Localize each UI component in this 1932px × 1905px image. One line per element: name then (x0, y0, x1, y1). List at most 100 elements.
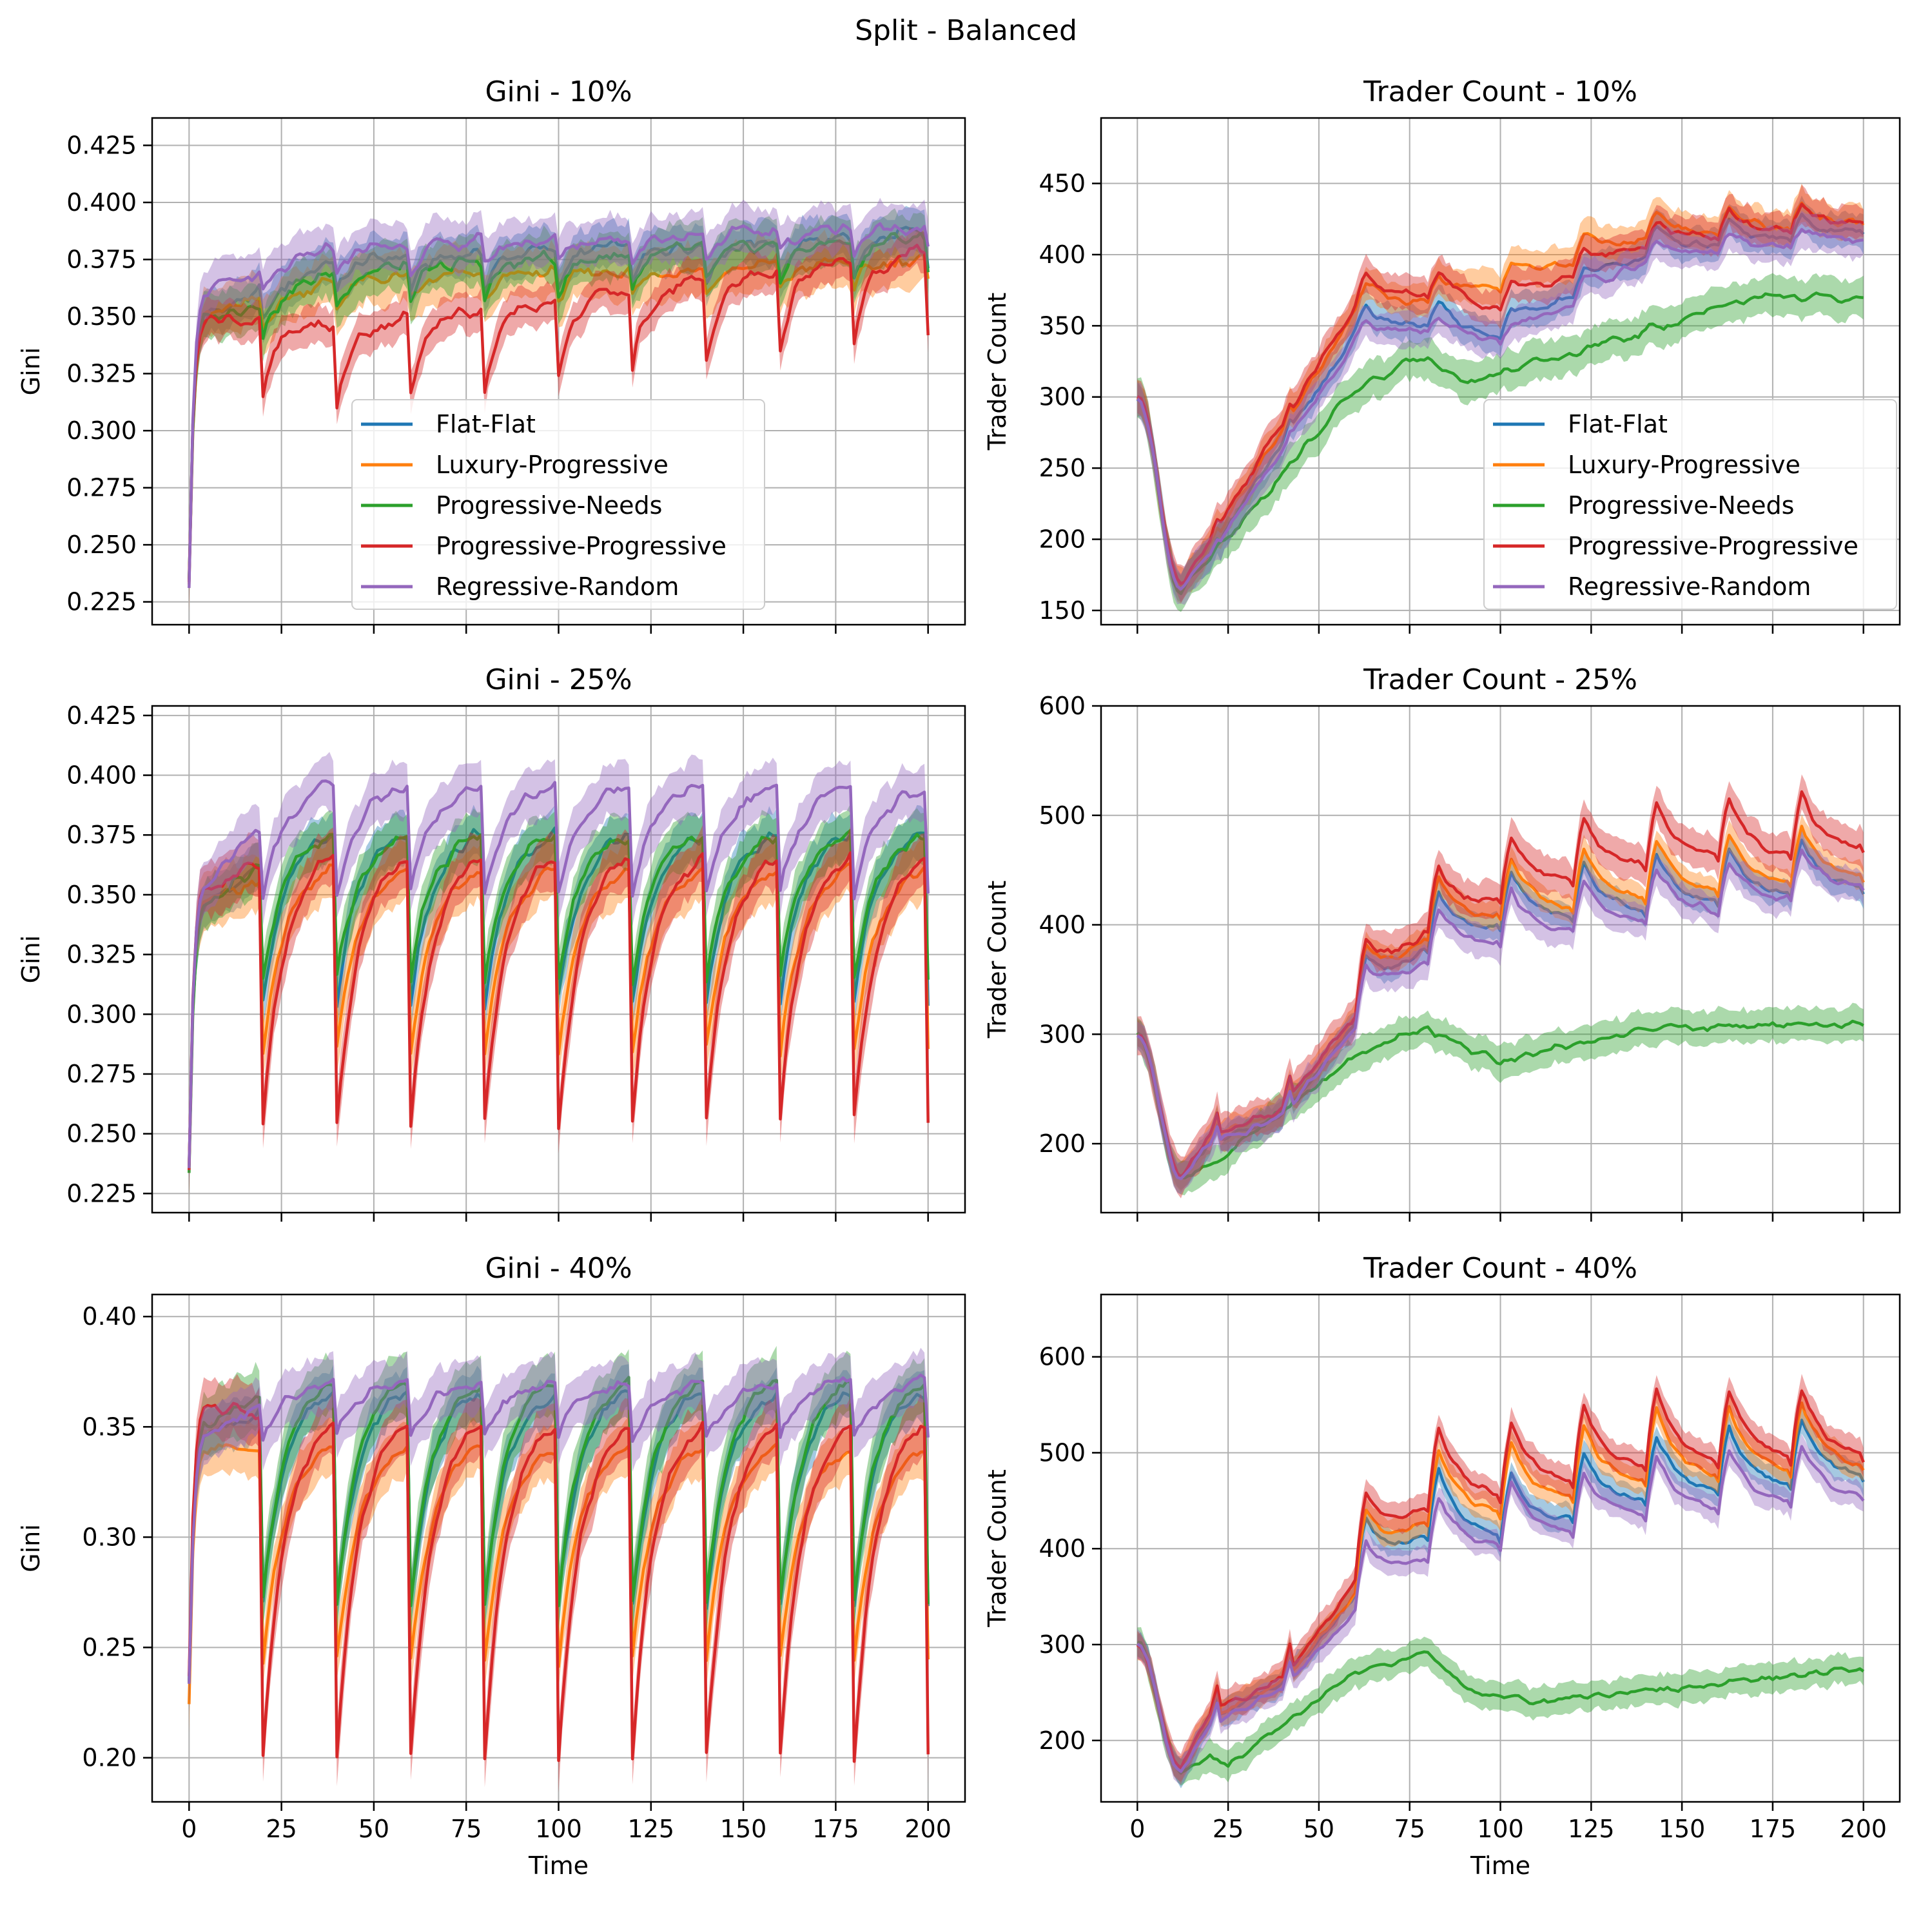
x-tick-label: 150 (1659, 1815, 1706, 1843)
series-line (1137, 1401, 1865, 1772)
series-group (1136, 1374, 1865, 1788)
y-axis-label: Trader Count (983, 881, 1011, 1039)
subplot-title: Trader Count - 10% (1363, 75, 1637, 108)
figure-suptitle: Split - Balanced (855, 14, 1077, 47)
legend-box (351, 399, 765, 610)
subplot-1: 0.225 0.250 0.275 0.300 0.325 0.350 0.375 0.400… (17, 75, 966, 634)
series-line (1137, 838, 1865, 1177)
series-line (188, 1373, 930, 1684)
series-line (1137, 1445, 1865, 1773)
series-line (1136, 1019, 1864, 1180)
x-tick-label: 75 (451, 1815, 482, 1843)
series-band (1137, 1002, 1864, 1196)
series-line (1136, 228, 1864, 591)
y-tick-label: 0.350 (66, 302, 137, 331)
y-axis-label: Gini (17, 1524, 45, 1572)
series-band (1137, 211, 1864, 605)
series-line (188, 244, 930, 583)
y-tick-label: 0.225 (66, 1179, 137, 1207)
subplot-title: Trader Count - 40% (1363, 1252, 1637, 1285)
y-tick-label: 600 (1039, 1343, 1086, 1371)
legend-label: Luxury-Progressive (1568, 451, 1800, 479)
series-line (1136, 848, 1865, 1180)
series-band (189, 227, 928, 602)
series-band (1137, 1627, 1864, 1786)
y-axis-label: Gini (17, 347, 45, 396)
y-tick-label: 500 (1039, 1438, 1086, 1467)
series-group (188, 752, 930, 1199)
y-axis-label: Trader Count (983, 1469, 1011, 1628)
series-line (1137, 202, 1864, 585)
legend-label: Flat-Flat (436, 410, 536, 438)
y-tick-label: 200 (1039, 525, 1086, 554)
series-line (188, 851, 930, 1170)
series-line (1136, 212, 1865, 590)
series-band (189, 803, 928, 1197)
legend-label: Progressive-Needs (1568, 491, 1794, 520)
x-tick-label: 75 (1394, 1815, 1425, 1843)
legend-label: Progressive-Progressive (1568, 532, 1859, 560)
y-tick-label: 0.225 (66, 588, 137, 616)
series-line (1137, 790, 1865, 1179)
legend: Flat-Flat Luxury-Progressive Progressive-N… (1483, 399, 1897, 610)
y-tick-label: 500 (1039, 801, 1086, 830)
subplot-4: 200 300 400 500 600 Trader Count - 25% Trader … (983, 663, 1901, 1222)
y-tick-label: 250 (1039, 454, 1086, 482)
legend-label: Luxury-Progressive (436, 451, 668, 479)
y-tick-label: 400 (1039, 240, 1086, 269)
series-line (188, 1376, 930, 1683)
x-tick-label: 25 (1213, 1815, 1244, 1843)
x-tick-label: 25 (266, 1815, 297, 1843)
series-line (1136, 825, 1865, 1179)
y-tick-label: 300 (1039, 383, 1086, 411)
x-tick-label: 200 (1840, 1815, 1887, 1843)
series-group (188, 197, 930, 613)
y-tick-label: 0.425 (66, 131, 137, 159)
y-tick-label: 0.400 (66, 188, 137, 217)
y-tick-label: 150 (1039, 596, 1086, 625)
subplot-5: 0 25 50 75 100 125 150 175 200 0.20 0.25 0.30 0.35 0.… (17, 1252, 966, 1880)
series-line (188, 1402, 930, 1763)
subplot-title: Gini - 40% (485, 1252, 632, 1285)
series-band (1137, 831, 1864, 1195)
x-axis-label: Time (1470, 1851, 1530, 1880)
legend: Flat-Flat Luxury-Progressive Progressive-N… (351, 399, 765, 610)
y-tick-label: 300 (1039, 1020, 1086, 1048)
series-band (189, 1345, 928, 1712)
y-tick-label: 0.25 (82, 1633, 137, 1661)
series-line (188, 828, 930, 1173)
x-tick-label: 0 (1129, 1815, 1145, 1843)
y-tick-label: 0.40 (82, 1302, 137, 1331)
legend-label: Regressive-Random (436, 572, 679, 601)
y-tick-label: 0.250 (66, 531, 137, 559)
y-axis-label: Gini (17, 935, 45, 984)
legend-label: Flat-Flat (1568, 410, 1668, 438)
subplot-3: 0.225 0.250 0.275 0.300 0.325 0.350 0.375 0.400… (17, 663, 966, 1222)
x-tick-label: 100 (535, 1815, 582, 1843)
y-tick-label: 0.300 (66, 1000, 137, 1028)
subplot-6: 0 25 50 75 100 125 150 175 200 200 300 400 500 600 Tra… (983, 1252, 1901, 1880)
y-tick-label: 0.375 (66, 821, 137, 849)
x-tick-label: 100 (1477, 1815, 1524, 1843)
y-tick-label: 0.325 (66, 941, 137, 969)
series-line (188, 251, 930, 585)
y-tick-label: 0.20 (82, 1744, 137, 1772)
series-line (1137, 1640, 1865, 1774)
subplot-title: Gini - 25% (485, 663, 632, 696)
y-tick-label: 400 (1039, 1534, 1086, 1563)
y-tick-label: 200 (1039, 1129, 1086, 1158)
series-group (1136, 774, 1865, 1198)
series-line (1137, 291, 1864, 596)
subplot-title: Trader Count - 25% (1363, 663, 1637, 696)
y-tick-label: 0.325 (66, 360, 137, 388)
x-tick-label: 125 (1568, 1815, 1615, 1843)
y-tick-label: 0.30 (82, 1523, 137, 1551)
y-tick-label: 600 (1039, 692, 1086, 720)
series-band (189, 1414, 928, 1733)
series-line (188, 231, 930, 580)
legend-label: Progressive-Progressive (436, 532, 727, 560)
series-band (1137, 184, 1864, 603)
series-group (1136, 183, 1865, 612)
series-band (189, 825, 928, 1195)
